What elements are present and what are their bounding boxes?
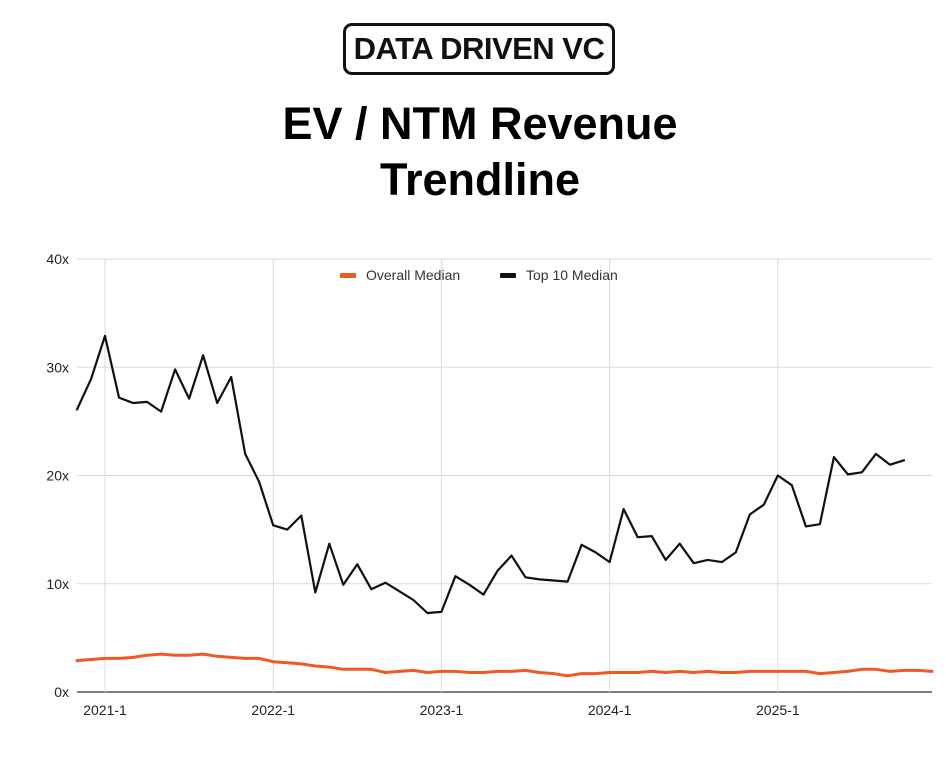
y-tick-label: 10x — [46, 576, 69, 592]
plot-series — [75, 334, 934, 678]
x-tick-label: 2021-1 — [83, 702, 127, 718]
x-tick-label: 2024-1 — [588, 702, 632, 718]
legend-swatch — [500, 273, 516, 278]
x-tick-label: 2022-1 — [251, 702, 295, 718]
x-tick-label: 2025-1 — [756, 702, 800, 718]
x-axis: 2021-1 2022-1 2023-1 2024-1 2025-1 — [83, 702, 800, 718]
chart-title-line1: EV / NTM Revenue — [282, 98, 678, 149]
x-tick-label: 2023-1 — [420, 702, 464, 718]
series-line-top-10-median — [75, 334, 906, 615]
logo: DATA DRIVEN VC — [343, 23, 615, 75]
legend-label: Overall Median — [366, 267, 460, 283]
legend-label: Top 10 Median — [526, 267, 618, 283]
y-tick-label: 30x — [46, 359, 69, 375]
y-axis: 0x 10x 20x 30x 40x — [46, 251, 69, 700]
chart-title: EV / NTM Revenue Trendline — [0, 96, 946, 208]
legend-swatch — [340, 273, 356, 278]
y-tick-label: 40x — [46, 251, 69, 267]
grid-lines — [77, 258, 932, 693]
chart-title-line2: Trendline — [379, 154, 581, 205]
series-line-overall-median — [75, 652, 934, 678]
logo-text: DATA DRIVEN VC — [353, 31, 605, 66]
y-tick-label: 20x — [46, 468, 69, 484]
y-tick-label: 0x — [54, 684, 69, 700]
legend: Overall Median Top 10 Median — [340, 267, 618, 283]
